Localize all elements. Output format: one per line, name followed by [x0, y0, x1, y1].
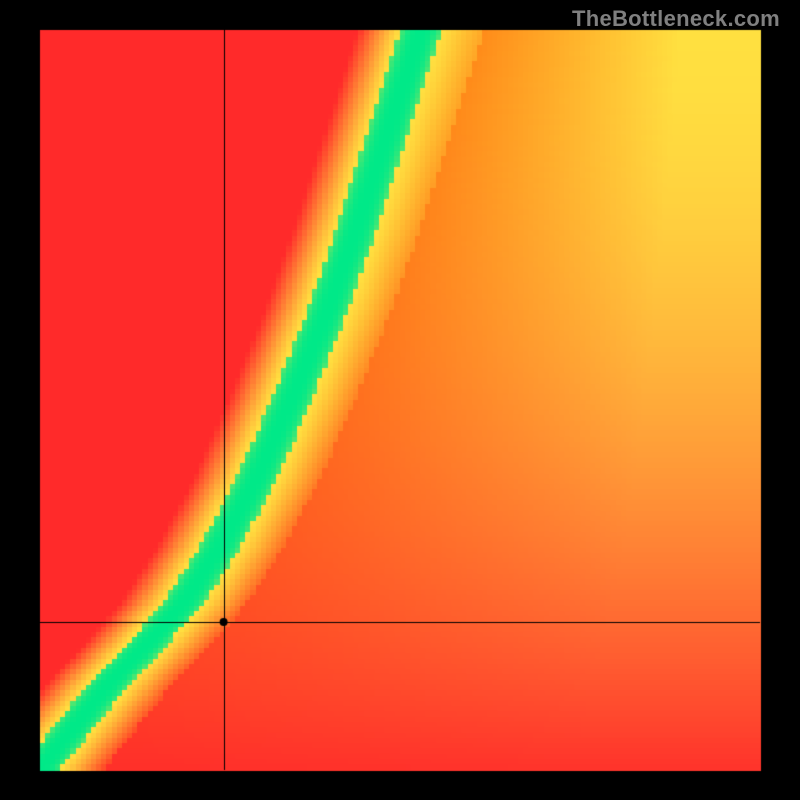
heatmap-canvas [0, 0, 800, 800]
chart-container: TheBottleneck.com [0, 0, 800, 800]
watermark-text: TheBottleneck.com [572, 6, 780, 32]
